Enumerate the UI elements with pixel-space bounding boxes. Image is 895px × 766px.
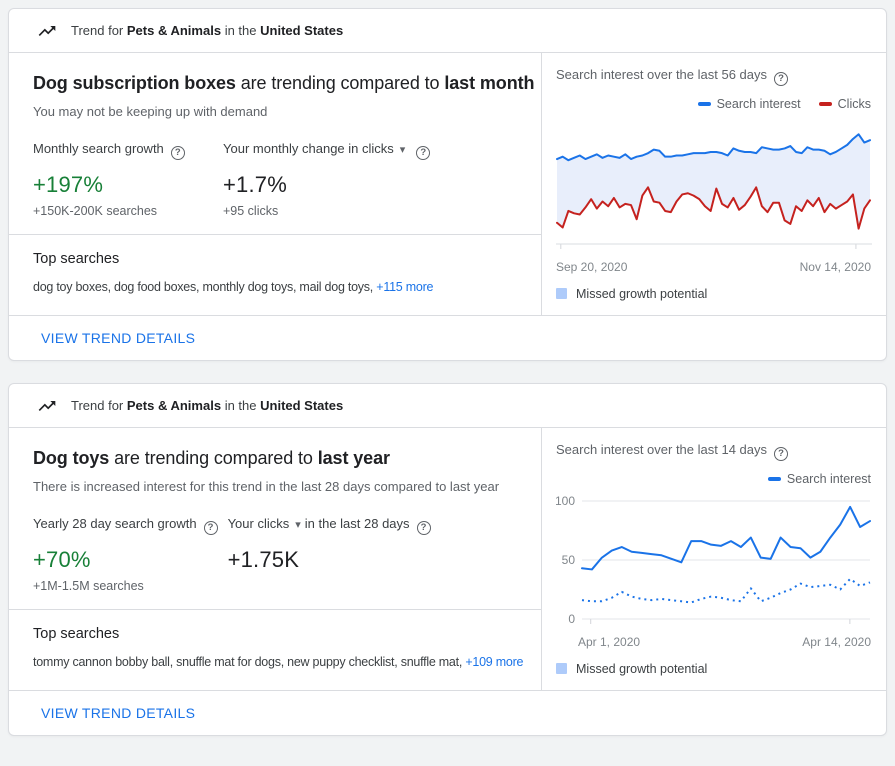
stat-clicks-change: Your monthly change in clicks ▾? +1.7% +9…	[223, 141, 440, 218]
x-axis-label-end: Nov 14, 2020	[799, 259, 871, 274]
help-icon[interactable]: ?	[774, 71, 789, 86]
legend-item: Clicks	[818, 97, 871, 111]
trend-subtitle: There is increased interest for this tre…	[33, 479, 500, 494]
x-axis-label-end: Apr 14, 2020	[802, 634, 871, 649]
chart-legend: Search interest	[556, 471, 871, 487]
stat-value: +197%	[33, 171, 104, 197]
stat-value: +70%	[33, 546, 91, 572]
help-icon[interactable]: ?	[416, 520, 431, 535]
more-searches-link[interactable]: +115 more	[376, 279, 434, 294]
stat-clicks-change: Your clicks ▾ in the last 28 days? +1.75K	[228, 516, 441, 593]
stat-value: +1.7%	[223, 171, 287, 197]
stat-label: Monthly search growth?	[33, 141, 213, 160]
legend-marker	[767, 476, 781, 481]
view-trend-details-button[interactable]: VIEW TREND DETAILS	[41, 330, 196, 346]
stats-row: Yearly 28 day search growth? +70% +1M-1.…	[9, 500, 541, 609]
stat-value: +1.75K	[227, 546, 300, 572]
trend-summary-column: Dog toys are trending compared to last y…	[9, 428, 541, 690]
trend-subtitle: You may not be keeping up with demand	[33, 104, 268, 119]
header-text: Trend for Pets & Animals in the United S…	[71, 23, 343, 38]
stat-search-growth: Yearly 28 day search growth? +70% +1M-1.…	[33, 516, 228, 593]
trend-period: last month	[444, 73, 535, 93]
top-searches-section: Top searches tommy cannon bobby ball, sn…	[9, 608, 541, 691]
missed-growth-legend: Missed growth potential	[556, 287, 871, 301]
stat-sub: +95 clicks	[223, 203, 279, 218]
more-searches-link[interactable]: +109 more	[465, 654, 524, 669]
x-axis-labels: Sep 20, 2020 Nov 14, 2020	[556, 260, 871, 274]
header-region: United States	[260, 23, 344, 38]
legend-marker	[818, 101, 832, 106]
x-axis-label-start: Apr 1, 2020	[578, 634, 641, 649]
card-footer: VIEW TREND DETAILS	[9, 690, 886, 735]
stat-sub: +1M-1.5M searches	[33, 578, 144, 593]
stat-label: Yearly 28 day search growth?	[33, 516, 218, 535]
trending-up-icon	[38, 25, 56, 36]
card-footer: VIEW TREND DETAILS	[9, 315, 886, 360]
top-searches-section: Top searches dog toy boxes, dog food box…	[9, 233, 541, 316]
search-interest-chart: 0 50 100	[556, 494, 871, 626]
legend-marker	[697, 101, 711, 106]
stat-sub: +150K-200K searches	[33, 203, 158, 218]
chart-column: Search interest over the last 14 days? S…	[541, 428, 886, 690]
chart-legend: Search interest Clicks	[556, 96, 871, 112]
stat-label: Your monthly change in clicks ▾?	[223, 141, 431, 160]
search-interest-chart	[556, 132, 872, 249]
header-region: United States	[260, 398, 344, 413]
svg-text:100: 100	[556, 494, 575, 508]
trend-card-dog-subscription-boxes: Trend for Pets & Animals in the United S…	[8, 8, 887, 361]
trend-title: Dog subscription boxes are trending comp…	[33, 73, 535, 93]
header-category: Pets & Animals	[126, 398, 222, 413]
trend-subject: Dog toys	[33, 448, 110, 468]
missed-growth-swatch	[556, 288, 567, 299]
legend-item: Search interest	[697, 97, 801, 111]
help-icon[interactable]: ?	[203, 520, 218, 535]
header-middle: in the	[224, 23, 257, 38]
x-axis-labels: Apr 1, 2020 Apr 14, 2020	[556, 635, 871, 649]
top-searches-heading: Top searches	[33, 625, 120, 642]
missed-growth-legend: Missed growth potential	[556, 662, 871, 676]
trend-title: Dog toys are trending compared to last y…	[33, 448, 390, 468]
card-header: Trend for Pets & Animals in the United S…	[9, 384, 886, 428]
help-icon[interactable]: ?	[774, 446, 789, 461]
trend-summary-column: Dog subscription boxes are trending comp…	[9, 53, 541, 315]
help-icon[interactable]: ?	[416, 145, 431, 160]
stat-search-growth: Monthly search growth? +197% +150K-200K …	[33, 141, 223, 218]
svg-text:0: 0	[568, 612, 575, 626]
card-header: Trend for Pets & Animals in the United S…	[9, 9, 886, 53]
chart-title: Search interest over the last 56 days?	[556, 67, 871, 86]
trend-subject: Dog subscription boxes	[33, 73, 236, 93]
help-icon[interactable]: ?	[170, 145, 185, 160]
missed-growth-swatch	[556, 663, 567, 674]
top-searches-heading: Top searches	[33, 250, 120, 267]
trending-up-icon	[38, 400, 56, 411]
header-prefix: Trend for	[71, 398, 124, 413]
chevron-down-icon[interactable]: ▾	[295, 519, 301, 531]
x-axis-label-start: Sep 20, 2020	[556, 259, 628, 274]
trend-card-dog-toys: Trend for Pets & Animals in the United S…	[8, 383, 887, 736]
top-searches-terms: tommy cannon bobby ball, snuffle mat for…	[33, 654, 524, 669]
view-trend-details-button[interactable]: VIEW TREND DETAILS	[41, 705, 196, 721]
stat-label: Your clicks ▾ in the last 28 days?	[228, 516, 431, 535]
svg-text:50: 50	[562, 553, 576, 567]
header-text: Trend for Pets & Animals in the United S…	[71, 398, 343, 413]
trend-period: last year	[317, 448, 390, 468]
chart-column: Search interest over the last 56 days? S…	[541, 53, 886, 315]
chevron-down-icon[interactable]: ▾	[399, 144, 406, 156]
top-searches-terms: dog toy boxes, dog food boxes, monthly d…	[33, 279, 434, 294]
chart-title: Search interest over the last 14 days?	[556, 442, 871, 461]
legend-item: Search interest	[767, 472, 871, 486]
header-category: Pets & Animals	[126, 23, 222, 38]
header-prefix: Trend for	[71, 23, 124, 38]
stats-row: Monthly search growth? +197% +150K-200K …	[9, 125, 541, 234]
header-middle: in the	[224, 398, 257, 413]
